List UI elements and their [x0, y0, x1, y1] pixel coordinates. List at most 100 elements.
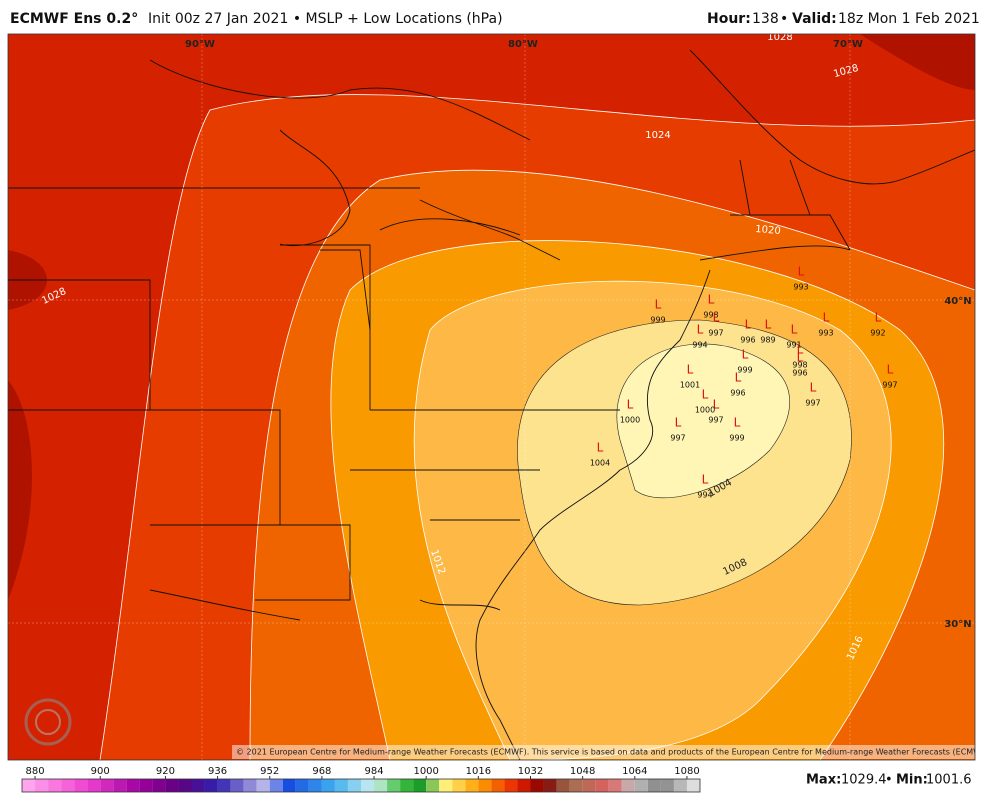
- low-value: 997: [805, 399, 820, 408]
- low-symbol: L: [702, 473, 709, 487]
- colorbar-cell: [61, 779, 75, 792]
- low-value: 996: [740, 336, 755, 345]
- colorbar-cell: [387, 779, 401, 792]
- low-value: 998: [703, 311, 718, 320]
- lon-label: 70°W: [833, 39, 863, 50]
- colorbar-tick-label: 1064: [622, 766, 647, 777]
- band: [616, 344, 790, 498]
- colorbar-tick-label: 1000: [413, 766, 438, 777]
- colorbar-cell: [256, 779, 270, 792]
- low-symbol: L: [765, 318, 772, 332]
- model: ECMWF Ens 0.2°: [10, 11, 138, 27]
- colorbar-cell: [569, 779, 583, 792]
- colorbar-cell: [647, 779, 661, 792]
- colorbar-cell: [491, 779, 505, 792]
- map-frame: [7, 33, 976, 761]
- colorbar-cell: [321, 779, 335, 792]
- low-symbol: L: [875, 311, 882, 325]
- low-value: 991: [786, 341, 801, 350]
- colorbar-cell: [452, 779, 466, 792]
- colorbar-tick-label: 900: [91, 766, 110, 777]
- colorbar-tick-label: 952: [260, 766, 279, 777]
- colorbar-cell: [87, 779, 101, 792]
- colorbar-cell: [178, 779, 192, 792]
- contour-label: 1028: [767, 32, 792, 43]
- low-symbol: L: [702, 388, 709, 402]
- colorbar-tick-label: 920: [156, 766, 175, 777]
- colorbar-tick-label: 1048: [570, 766, 595, 777]
- colorbar-cell: [191, 779, 205, 792]
- colorbar-cell: [204, 779, 218, 792]
- logo: [24, 698, 72, 746]
- low-symbol: L: [597, 441, 604, 455]
- low-symbol: L: [798, 265, 805, 279]
- low-value: 998: [792, 361, 807, 370]
- colorbar-cell: [504, 779, 518, 792]
- low-value: 1004: [590, 459, 610, 468]
- low-symbol: L: [675, 416, 682, 430]
- low-value: 1000: [695, 406, 715, 415]
- copyright: © 2021 European Centre for Medium-range …: [236, 748, 984, 757]
- low-value: 993: [818, 329, 833, 338]
- boundaries: [8, 49, 975, 760]
- colorbar-cell: [282, 779, 296, 792]
- low-value: 999: [650, 316, 665, 325]
- low-value: 994: [697, 491, 712, 500]
- colorbar-cell: [22, 779, 36, 792]
- low-symbol: L: [887, 363, 894, 377]
- low-symbol: L: [655, 298, 662, 312]
- lat-label: 30°N: [944, 619, 971, 630]
- low-symbol: L: [810, 381, 817, 395]
- max: 1029.4: [841, 773, 887, 788]
- colorbar-tick-label: 968: [312, 766, 331, 777]
- low-value: 992: [870, 329, 885, 338]
- lon-label: 90°W: [185, 39, 215, 50]
- valid-label: Valid:: [792, 11, 837, 27]
- colorbar-cell: [556, 779, 570, 792]
- colorbar: 880 900 920 936 952 968 984 1000 1016 1032 1048 106…: [21, 766, 701, 793]
- valid: 18z Mon 1 Feb 2021: [838, 11, 980, 27]
- low-symbol: L: [823, 311, 830, 325]
- min-label: Min:: [896, 773, 928, 788]
- colorbar-cell: [621, 779, 635, 792]
- low-value: 997: [708, 329, 723, 338]
- low-symbol: L: [745, 318, 752, 332]
- lon-label: 80°W: [508, 39, 538, 50]
- description: Init 00z 27 Jan 2021 • MSLP + Low Locati…: [148, 11, 503, 27]
- colorbar-cell: [374, 779, 388, 792]
- low-value: 994: [692, 341, 707, 350]
- low-symbol: L: [791, 323, 798, 337]
- colorbar-tick-label: 1016: [466, 766, 491, 777]
- colorbar-cell: [361, 779, 375, 792]
- colorbar-cell: [530, 779, 544, 792]
- low-symbol: L: [797, 343, 804, 357]
- colorbar-tick-label: 1032: [518, 766, 543, 777]
- lat-label: 40°N: [944, 296, 971, 307]
- low-value: 1000: [620, 416, 640, 425]
- colorbar-cell: [113, 779, 127, 792]
- colorbar-cell: [295, 779, 309, 792]
- low-symbol: L: [687, 363, 694, 377]
- low-symbol: L: [713, 311, 720, 325]
- colorbar-cell: [35, 779, 49, 792]
- low-value: 997: [670, 434, 685, 443]
- lows: L993L998L997L996L989L991L993L992L997L998…: [590, 265, 898, 500]
- hour: 138: [752, 11, 779, 27]
- colorbar-cell: [478, 779, 492, 792]
- contours-dark: [517, 319, 852, 606]
- max-label: Max:: [806, 773, 841, 788]
- colorbar-cell: [48, 779, 62, 792]
- colorbar-cell: [543, 779, 557, 792]
- colorbar-cell: [426, 779, 440, 792]
- colorbar-frame: [21, 778, 701, 793]
- low-symbol: L: [742, 348, 749, 362]
- min: 1001.6: [926, 773, 972, 788]
- contours: [99, 94, 975, 760]
- copyright-bg: [232, 745, 975, 759]
- colorbar-cell: [74, 779, 88, 792]
- low-symbol: L: [797, 351, 804, 365]
- low-value: 997: [882, 381, 897, 390]
- colorbar-cell: [439, 779, 453, 792]
- colorbar-cell: [517, 779, 531, 792]
- hour-label: Hour:: [707, 11, 751, 27]
